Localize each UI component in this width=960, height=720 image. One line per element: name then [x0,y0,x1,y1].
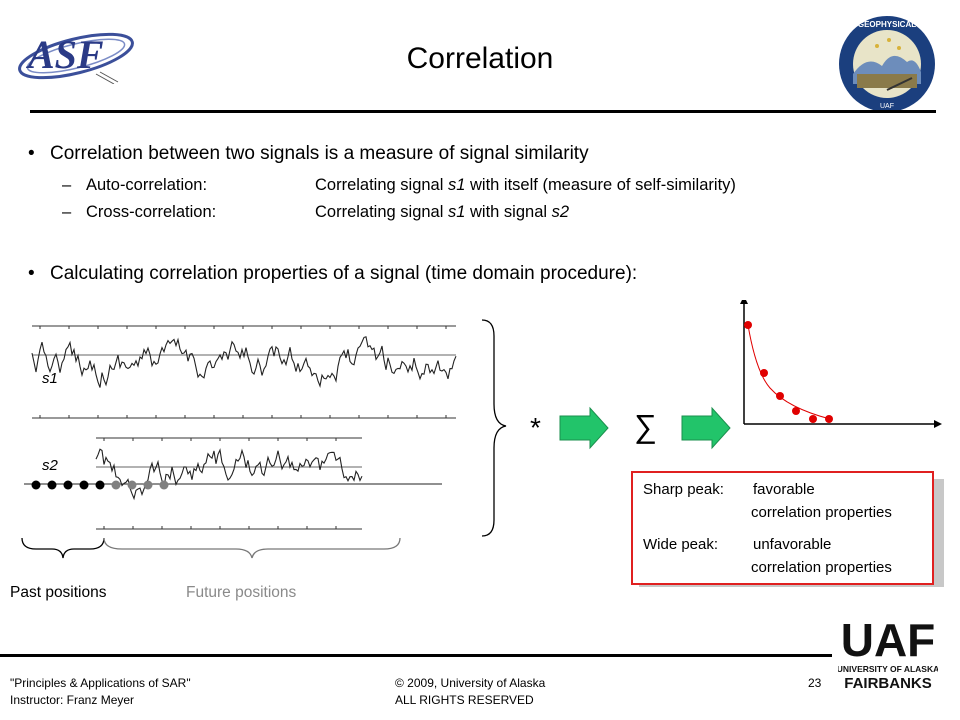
peak-callout-box: Sharp peak: favorable correlation proper… [631,471,934,585]
signal-s2-waveform [95,448,363,501]
correlation-result-plot [740,300,942,428]
footer-course: "Principles & Applications of SAR" Instr… [10,675,191,709]
slide-title: Correlation [406,42,554,75]
footer-instructor: Instructor: Franz Meyer [10,693,135,707]
signals-right-brace [481,319,507,537]
sum-arrow-icon [681,406,731,450]
footer-copyright: © 2009, University of Alaska ALL RIGHTS … [395,675,545,709]
bullet-text: Correlation between two signals is a mea… [50,143,589,164]
svg-text:UAF: UAF [841,614,936,666]
svg-text:UAF: UAF [880,103,894,110]
signal-diagram [21,300,942,559]
past-brace [21,537,105,559]
signal-var: s1 [447,203,466,221]
footer-divider [0,654,832,657]
desc-part: with signal [465,203,552,221]
past-positions-label: Past positions [10,584,107,601]
multiply-symbol: * [530,412,541,443]
signal-var: s1 [447,176,466,194]
future-position-dots [111,480,169,490]
bullet-dot-icon: • [28,263,35,284]
wide-peak-value: unfavorable [753,536,832,553]
multiply-arrow-icon [559,406,609,450]
sub-item-description: Correlating signal s1 with itself (measu… [315,176,736,195]
title-divider [30,110,936,113]
signal-s1-waveform [31,336,457,388]
footer-copyright-line: © 2009, University of Alaska [395,676,546,690]
wide-peak-label: Wide peak: [643,536,719,553]
sub-item-term: Cross-correlation: [86,203,217,221]
future-brace [103,537,401,559]
sub-item-term: Auto-correlation: [86,176,208,194]
axis-ticks [39,326,447,529]
footer-rights-line: ALL RIGHTS RESERVED [395,693,534,707]
sub-item-dash: – [62,203,72,221]
uaf-logo-line2: FAIRBANKS [844,675,932,690]
wide-peak-value-cont: correlation properties [751,559,892,576]
signal-s2-plot [24,437,442,530]
signal-var: s2 [551,203,570,221]
bullet-dot-icon: • [28,143,35,164]
footer-course-title: "Principles & Applications of SAR" [10,676,191,690]
past-position-dots [31,480,105,490]
svg-text:GEOPHYSICAL: GEOPHYSICAL [858,20,916,29]
desc-part: with itself (measure of self-similarity) [465,176,736,194]
uaf-logo-line1: UNIVERSITY OF ALASKA [838,664,938,674]
page-number: 23 [808,676,822,690]
signal-s2-label: s2 [42,457,58,474]
sharp-peak-value-cont: correlation properties [751,504,892,521]
sharp-peak-label: Sharp peak: [643,481,724,498]
sub-item-auto-correlation: – Auto-correlation: Correlating signal s… [62,176,862,198]
sharp-peak-value: favorable [753,481,815,498]
geophysical-institute-seal: GEOPHYSICAL UAF [839,16,935,112]
asf-logo: ASF [18,32,134,84]
signal-s1-label: s1 [42,370,58,387]
signal-s1-plot [31,325,457,419]
uaf-logo: UAF UNIVERSITY OF ALASKA FAIRBANKS [838,614,938,690]
future-positions-label: Future positions [186,584,297,601]
sub-item-dash: – [62,176,72,194]
sum-symbol: ∑ [634,408,657,444]
desc-part: Correlating signal [315,176,448,194]
sub-item-cross-correlation: – Cross-correlation: Correlating signal … [62,203,862,225]
desc-part: Correlating signal [315,203,448,221]
svg-text:ASF: ASF [25,32,104,77]
sub-item-description: Correlating signal s1 with signal s2 [315,203,569,222]
bullet-text: Calculating correlation properties of a … [50,263,638,284]
